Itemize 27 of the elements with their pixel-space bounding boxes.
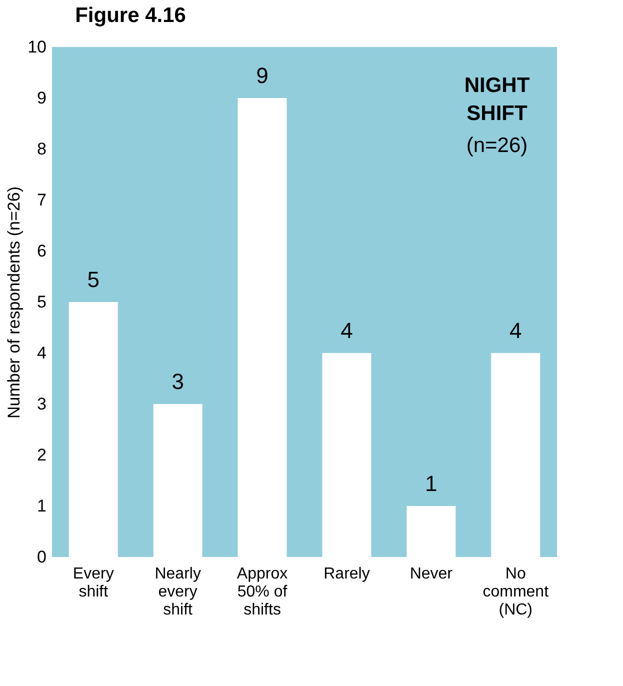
y-tick-label: 10 [28, 38, 46, 56]
x-tick-label: Rarely [324, 566, 370, 582]
annotation: (n=26) [466, 134, 528, 157]
chart-title: Figure 4.16 [75, 4, 186, 27]
y-tick-label: 1 [37, 496, 46, 516]
y-tick-label: 9 [37, 88, 46, 108]
y-tick-label: 6 [37, 242, 46, 260]
data-label: 1 [425, 471, 438, 496]
y-tick-label: 2 [37, 446, 46, 464]
data-label: 3 [172, 369, 184, 394]
y-tick-label: 5 [37, 292, 46, 312]
annotation: NIGHT SHIFT [464, 74, 530, 125]
data-label: 4 [340, 318, 353, 343]
x-tick-label: Every shift [72, 566, 114, 600]
x-tick-label: Approx 50% of shifts [236, 566, 288, 618]
data-label: 4 [509, 318, 522, 343]
data-label: 5 [87, 267, 100, 292]
x-tick-label: Nearly every shift [154, 566, 201, 618]
y-tick-label: 7 [37, 190, 46, 210]
y-tick-label: 4 [37, 344, 46, 362]
y-tick-label: 0 [37, 548, 46, 566]
y-tick-label: 8 [37, 140, 46, 158]
data-label: 9 [256, 63, 268, 88]
x-tick-label: No comment (NC) [482, 566, 550, 618]
x-tick-label: Never [410, 566, 454, 582]
y-tick-label: 3 [37, 394, 46, 414]
y-axis-title: Number of respondents (n=26) [4, 186, 24, 418]
